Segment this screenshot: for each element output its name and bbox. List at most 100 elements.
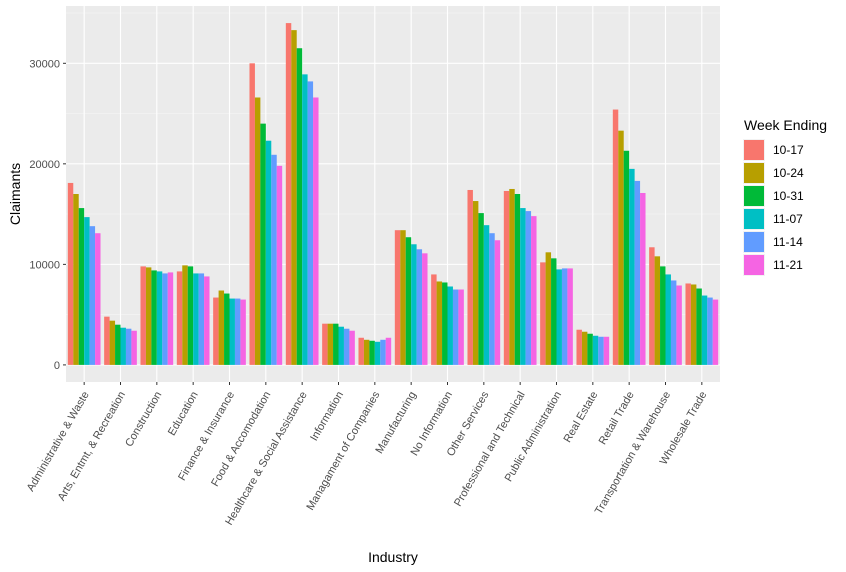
bar — [447, 286, 453, 365]
bar — [131, 330, 137, 365]
bar — [603, 336, 610, 365]
bar — [343, 328, 350, 365]
bar — [349, 330, 355, 365]
bar — [685, 283, 691, 365]
bar — [494, 240, 501, 365]
bar — [467, 189, 473, 365]
bar — [701, 295, 708, 365]
bar — [581, 331, 588, 365]
legend-label: 10-24 — [773, 166, 804, 180]
x-tick-label: Retail Trade — [597, 390, 637, 447]
bar — [587, 333, 593, 365]
bar — [525, 211, 532, 365]
bar — [561, 268, 568, 365]
bar — [540, 262, 546, 365]
legend-swatch — [744, 255, 764, 275]
bar — [452, 289, 459, 365]
legend-label: 10-17 — [773, 143, 804, 157]
bar — [531, 216, 537, 365]
bar — [592, 335, 599, 365]
bar — [198, 273, 205, 365]
bar — [712, 299, 719, 365]
bar — [67, 182, 74, 365]
x-tick-label: Transportation & Warehouse — [593, 390, 673, 517]
bar — [338, 326, 344, 365]
legend-swatch — [744, 232, 764, 252]
bar — [224, 293, 230, 365]
bar — [660, 266, 666, 365]
bar — [405, 237, 412, 365]
x-axis-title: Industry — [368, 549, 418, 565]
x-tick-label: Education — [166, 390, 201, 438]
bar — [514, 194, 521, 365]
bar — [472, 201, 479, 365]
plot-panel — [66, 6, 720, 382]
bar — [125, 328, 132, 365]
bar — [458, 289, 464, 365]
bar — [182, 265, 188, 365]
bar — [576, 329, 582, 365]
x-tick-label: Construction — [123, 390, 164, 449]
bar — [307, 81, 314, 365]
y-axis: 0 10000 20000 30000 — [29, 58, 66, 372]
x-tick-label: Arts, Entmt, & Recreation — [56, 390, 128, 503]
bar — [416, 249, 423, 365]
legend-title: Week Ending — [744, 117, 827, 133]
bar — [140, 266, 146, 365]
bar — [551, 258, 557, 365]
bar — [358, 337, 364, 365]
legend-label: 11-07 — [773, 212, 803, 226]
bar — [84, 217, 90, 365]
legend-label: 10-31 — [773, 189, 804, 203]
bar — [676, 285, 682, 365]
legend-label: 11-14 — [773, 235, 803, 249]
bar — [670, 280, 677, 365]
bar — [707, 297, 713, 365]
bar — [285, 23, 292, 365]
bar — [302, 74, 308, 365]
bar — [483, 225, 490, 365]
bar — [187, 266, 194, 365]
bar — [151, 270, 157, 365]
y-tick-label: 0 — [54, 360, 60, 372]
y-tick-label: 10000 — [29, 259, 60, 271]
bar — [612, 109, 619, 365]
legend: Week Ending 10-17 10-24 10-31 11-07 11-14 11-… — [743, 117, 827, 276]
bar — [618, 130, 624, 365]
bar — [431, 274, 437, 365]
legend-swatch — [744, 209, 764, 229]
x-tick-label: Professional and Technical — [452, 390, 528, 509]
bar — [503, 190, 510, 365]
x-tick-label: Administrative & Waste — [25, 390, 92, 494]
bar — [156, 271, 163, 365]
bar — [322, 323, 328, 365]
bar — [489, 233, 495, 365]
bar — [213, 297, 219, 365]
bar — [296, 48, 303, 365]
bar — [204, 276, 210, 365]
legend-swatch — [744, 140, 764, 160]
bar — [120, 327, 126, 365]
bar — [380, 339, 386, 365]
bar — [176, 271, 183, 365]
bar — [690, 284, 697, 365]
bar — [520, 208, 526, 365]
y-tick-label: 30000 — [29, 58, 60, 70]
y-tick-label: 20000 — [29, 159, 60, 171]
bar — [509, 188, 515, 365]
bar — [545, 252, 552, 365]
bar — [333, 323, 339, 365]
bar — [400, 230, 406, 365]
bar — [234, 298, 241, 365]
legend-swatch — [744, 163, 764, 183]
bar — [313, 97, 319, 365]
bar — [95, 233, 101, 365]
bar — [260, 123, 266, 365]
bar — [649, 247, 655, 365]
bar — [265, 140, 272, 365]
x-tick-label: Information — [308, 390, 346, 444]
bar — [556, 269, 562, 365]
bar — [167, 272, 174, 365]
bar — [665, 274, 671, 365]
